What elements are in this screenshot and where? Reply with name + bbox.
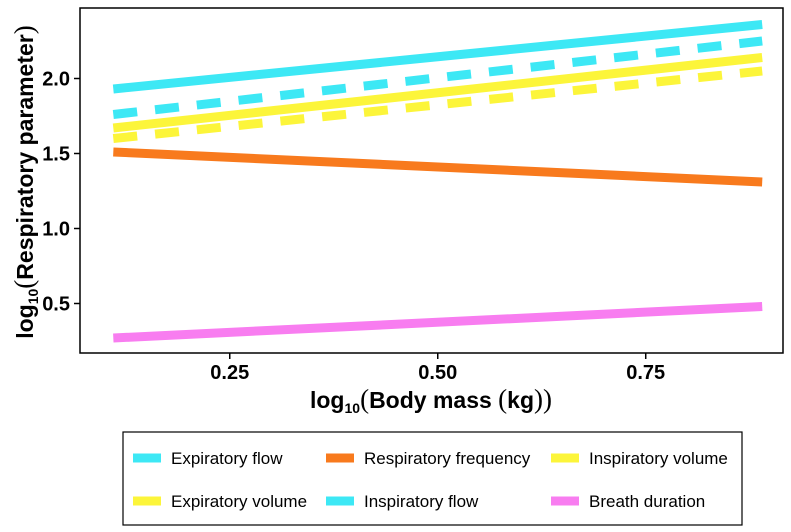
y-axis-title-open: ( [9,280,39,289]
legend-item-inspiratory-volume: Inspiratory volume [551,449,728,468]
legend-item-respiratory-frequency: Respiratory frequency [326,449,531,468]
y-tick-label: 2.0 [42,69,70,91]
legend-label: Expiratory flow [171,449,283,468]
legend-item-breath-duration: Breath duration [551,492,705,511]
x-tick-label: 0.75 [626,362,665,384]
y-axis-ticks: 0.5 1.0 1.5 2.0 [42,69,80,316]
x-axis-title-unit: kg [507,387,534,413]
x-axis-title-open: ( [360,384,369,414]
x-tick-label: 0.25 [210,362,249,384]
legend-label: Expiratory volume [171,492,307,511]
y-tick-label: 1.0 [42,219,70,241]
y-axis-title: log10(Respiratory parameter) [9,25,41,339]
y-tick-label: 1.5 [42,144,70,166]
y-axis-title-text: Respiratory parameter [12,34,38,279]
x-axis-title-text: Body mass [369,387,498,413]
x-axis-ticks: 0.25 0.50 0.75 [210,353,665,384]
legend: Expiratory flow Respiratory frequency Insp… [133,449,728,511]
series-layer [112,20,763,343]
legend-label: Breath duration [589,492,705,511]
legend-item-inspiratory-flow: Inspiratory flow [326,492,479,511]
legend-box [122,431,743,526]
series-line-respiratory-frequency [113,147,763,187]
y-axis-title-prefix: log [12,304,38,339]
legend-item-expiratory-flow: Expiratory flow [133,449,283,468]
x-axis-title-unit-open: ( [498,384,507,414]
y-axis-title-close: ) [9,25,39,34]
x-axis-title-unit-close: ) [534,384,543,414]
x-axis-title-prefix: log [310,387,345,413]
legend-label: Inspiratory flow [364,492,479,511]
x-axis-title-close: ) [543,384,552,414]
legend-item-expiratory-volume: Expiratory volume [133,492,307,511]
x-axis-title-subscript: 10 [344,400,360,416]
y-axis-title-subscript: 10 [25,288,41,304]
x-tick-label: 0.50 [418,362,457,384]
y-tick-label: 0.5 [42,294,70,316]
legend-label: Respiratory frequency [364,449,531,468]
legend-label: Inspiratory volume [589,449,728,468]
series-line-expiratory-flow [112,20,763,94]
series-line-inspiratory-volume [112,53,763,133]
x-axis-title: log10(Body mass (kg)) [310,384,552,416]
series-line-breath-duration [113,302,763,343]
